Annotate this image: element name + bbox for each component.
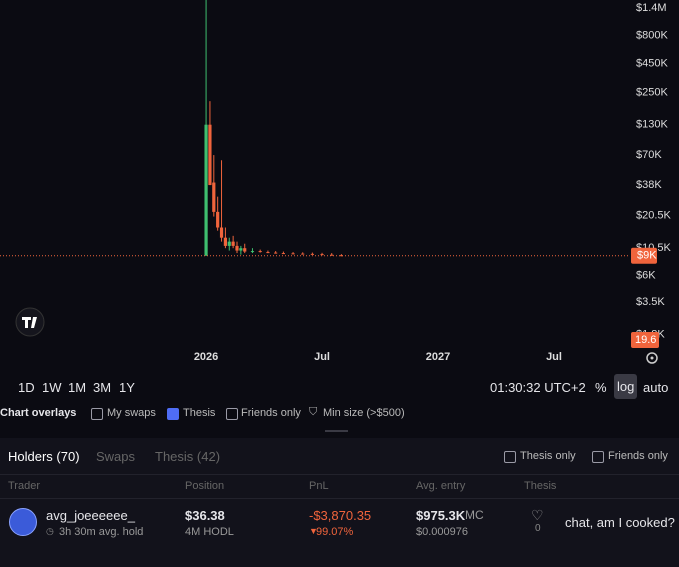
candle-body [243,248,247,252]
overlay-checkbox[interactable] [226,408,238,420]
timeframe-button[interactable]: 1M [68,380,87,395]
x-tick-label: Jul [546,351,562,363]
y-tick-label: $38K [636,179,662,191]
overlay-option[interactable]: Thesis [183,407,216,419]
x-tick-label: Jul [314,351,330,363]
drag-handle [325,430,348,432]
log-button[interactable]: log [614,374,638,399]
tab[interactable]: Holders (70) [8,449,80,464]
timeframe-button[interactable]: 1W [42,380,62,395]
settings-icon[interactable] [646,352,658,364]
filter-option[interactable]: Friends only [608,450,668,462]
position-sub: 4M HODL [185,526,234,538]
candle-body [231,241,235,246]
candle-body [250,251,255,253]
volume-badge [631,332,659,348]
candle-body [301,253,305,255]
candle-body [266,252,270,254]
min-size-filter[interactable]: Min size (>$500) [323,407,405,419]
x-tick-label: 2026 [194,351,218,363]
candle-body [274,252,278,254]
separator [0,474,679,475]
candle-body [339,255,343,257]
candle-body [219,227,224,238]
hold-icon: ◷ [46,526,54,536]
candle-body [310,253,314,255]
candle-body [212,182,216,212]
column-header: Position [185,480,225,492]
candle-body [291,253,295,255]
holders-panel [0,438,679,567]
avg-entry: $975.3K [416,508,466,523]
y-tick-label: $3.5K [636,296,665,308]
down-arrow: ▼ [309,526,318,536]
trader-name[interactable]: avg_joeeeeee_ [46,508,135,523]
y-tick-label: $70K [636,149,662,161]
candle-body [258,251,262,253]
timeframe-button[interactable]: 1D [18,380,35,395]
clock: 01:30:32 UTC+2 [490,380,586,395]
candle-body [281,253,285,255]
auto-button[interactable]: auto [643,380,669,395]
timeframe-button[interactable]: 1Y [119,380,135,395]
overlay-checkbox[interactable] [91,408,103,420]
candle-body [227,241,231,246]
filter-option[interactable]: Thesis only [520,450,576,462]
hold-time: 3h 30m avg. hold [59,526,144,538]
tab[interactable]: Swaps [96,449,136,464]
overlay-checkbox[interactable] [167,408,179,420]
avg-entry-unit: MC [465,508,484,522]
y-tick-label: $20.5K [636,209,672,221]
percent-button[interactable]: % [595,380,607,395]
x-tick-label: 2027 [426,351,450,363]
timeframe-button[interactable]: 3M [93,380,112,395]
candle-body [239,248,243,251]
y-tick-label: $800K [636,29,668,41]
y-tick-label: $130K [636,119,668,131]
y-tick-label: $250K [636,87,668,99]
overlay-option[interactable]: My swaps [107,407,156,419]
avatar [9,508,37,536]
avg-price: $0.000976 [416,526,468,538]
candle-body [330,254,334,256]
y-tick-label: $1.4M [636,2,667,14]
price-badge-label: $9K [637,250,657,262]
tv-logo [15,307,45,337]
column-header: Avg. entry [416,480,466,492]
candle-body [208,124,212,186]
pnl-value: -$3,870.35 [309,508,372,523]
candle-body [216,211,220,228]
price-badge [631,247,657,264]
position-value: $36.38 [185,508,225,523]
column-header: Trader [8,480,40,492]
like-count: 0 [535,523,541,534]
overlays-label: Chart overlays [0,407,77,419]
pnl-percent: 99.07% [316,526,354,538]
separator [0,498,679,499]
filter-icon: ⛉ [309,406,318,418]
candle-body [320,254,324,256]
y-tick-label: $450K [636,58,668,70]
candle-body [204,124,208,256]
overlay-option[interactable]: Friends only [241,407,301,419]
filter-checkbox[interactable] [504,451,516,463]
column-header: Thesis [524,480,557,492]
y-tick-label: $6K [636,270,656,282]
filter-checkbox[interactable] [592,451,604,463]
candle-body [223,237,228,246]
tab[interactable]: Thesis (42) [155,449,221,464]
candle-body [235,245,239,251]
volume-badge-label: 19.6 [635,334,656,346]
thesis-text[interactable]: chat, am I cooked? [565,515,675,530]
column-header: PnL [309,480,329,492]
price-chart: 2026 Jul 2027 Jul $1.4M $800K $450K $250K $130K $… [0,0,672,364]
heart-icon[interactable]: ♡ [531,507,544,523]
